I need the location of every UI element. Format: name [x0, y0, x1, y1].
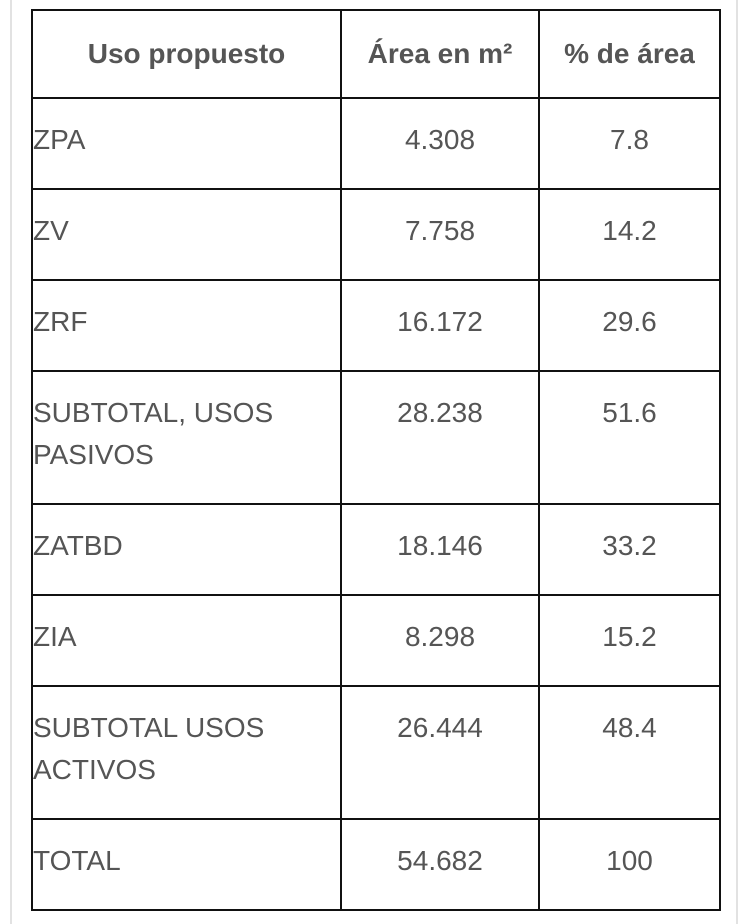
table-cell: ZIA [31, 594, 342, 687]
table-cell: SUBTOTAL USOS ACTIVOS [31, 685, 342, 820]
table-cell: 7.758 [340, 188, 540, 281]
table-cell: 8.298 [340, 594, 540, 687]
table-row: ZPA 4.308 7.8 [31, 97, 721, 190]
header-cell: % de área [538, 9, 721, 99]
table-row: SUBTOTAL, USOS PASIVOS 28.238 51.6 [31, 370, 721, 505]
table-cell: ZATBD [31, 503, 342, 596]
header-cell: Uso propuesto [31, 9, 342, 99]
frame [10, 0, 738, 924]
header-cell: Área en m² [340, 9, 540, 99]
table-cell: 16.172 [340, 279, 540, 372]
table-cell: 33.2 [538, 503, 721, 596]
table-cell: 7.8 [538, 97, 721, 190]
table-cell: 28.238 [340, 370, 540, 505]
table-row: ZV 7.758 14.2 [31, 188, 721, 281]
table-row: ZATBD 18.146 33.2 [31, 503, 721, 596]
table-cell: 18.146 [340, 503, 540, 596]
table-cell: TOTAL [31, 818, 342, 911]
table-body: ZPA 4.308 7.8 ZV 7.758 14.2 ZRF 16.172 29.6 SUBTO… [31, 97, 721, 911]
table-row: ZIA 8.298 15.2 [31, 594, 721, 687]
table-cell: 15.2 [538, 594, 721, 687]
table-cell: ZRF [31, 279, 342, 372]
header-row: Uso propuesto Área en m² % de área [31, 9, 721, 99]
table-cell: 4.308 [340, 97, 540, 190]
table-cell: ZPA [31, 97, 342, 190]
table-cell: 14.2 [538, 188, 721, 281]
table-cell: 26.444 [340, 685, 540, 820]
table-cell: 100 [538, 818, 721, 911]
table-cell: 48.4 [538, 685, 721, 820]
table-cell: 29.6 [538, 279, 721, 372]
table-cell: 51.6 [538, 370, 721, 505]
table-row: SUBTOTAL USOS ACTIVOS 26.444 48.4 [31, 685, 721, 820]
table-cell: SUBTOTAL, USOS PASIVOS [31, 370, 342, 505]
table-cell: 54.682 [340, 818, 540, 911]
data-table: Uso propuesto Área en m² % de área ZPA 4.… [31, 9, 721, 911]
table-row: ZRF 16.172 29.6 [31, 279, 721, 372]
table-cell: ZV [31, 188, 342, 281]
table-row: TOTAL 54.682 100 [31, 818, 721, 911]
